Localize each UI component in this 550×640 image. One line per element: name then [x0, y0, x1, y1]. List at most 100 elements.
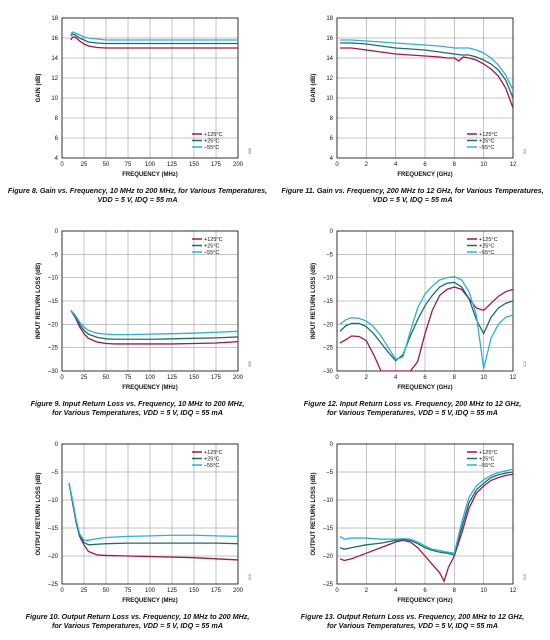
- caption-line-1: Figure 12. Input Return Loss vs. Frequen…: [303, 399, 522, 408]
- figure-caption: Figure 10. Output Return Loss vs. Freque…: [0, 612, 275, 630]
- fig11-chart: 0 2 4 6 8 10 12 4 6 8 10 12 14 16 18 FREQUENCY (GHz) GAI…: [311, 16, 527, 178]
- y-tick-label: 10: [51, 96, 58, 102]
- legend-label: +25°C: [204, 139, 220, 145]
- fig8-chart: 0 25 50 75 100 125 150 175 200 4 6 8 10 12 14 16 18 FREQU…: [36, 16, 252, 178]
- figure-caption: Figure 9. Input Return Loss vs. Frequenc…: [0, 399, 275, 417]
- y-tick-label: 4: [330, 156, 334, 162]
- y-tick-label: 0: [55, 442, 59, 448]
- x-tick-label: 4: [394, 375, 398, 381]
- y-axis-label: GAIN (dB): [311, 74, 317, 103]
- x-tick-label: 4: [394, 162, 398, 168]
- y-axis-label: INPUT RETURN LOSS (dB): [36, 263, 42, 339]
- y-tick-label: –15: [48, 299, 59, 305]
- y-axis-label: INPUT RETURN LOSS (dB): [311, 263, 317, 339]
- series-line-t125: [70, 309, 238, 345]
- x-tick-label: 6: [423, 162, 427, 168]
- x-tick-label: 125: [167, 162, 178, 168]
- grid-lines: [62, 231, 238, 371]
- figure-caption: Figure 11. Gain vs. Frequency, 200 MHz t…: [275, 186, 550, 204]
- legend-label: +25°C: [479, 244, 495, 250]
- y-tick-label: 16: [326, 36, 333, 42]
- plot-frame: [61, 443, 239, 585]
- series-line-t25: [339, 281, 513, 362]
- y-tick-label: –5: [326, 470, 333, 476]
- legend-label: +125°C: [479, 450, 498, 456]
- legend-label: +125°C: [479, 132, 498, 138]
- y-tick-label: 8: [330, 116, 334, 122]
- y-tick-label: 8: [55, 116, 59, 122]
- y-tick-label: 0: [55, 229, 59, 235]
- x-tick-label: 12: [510, 375, 517, 381]
- x-tick-label: 175: [211, 162, 222, 168]
- caption-line-2: for Various Temperatures, VDD = 5 V, IDQ…: [52, 408, 223, 417]
- caption-line-2: for Various Temperatures, VDD = 5 V, IDQ…: [327, 408, 498, 417]
- legend-label: –55°C: [204, 463, 219, 469]
- x-tick-label: 2: [365, 375, 369, 381]
- x-tick-label: 0: [335, 588, 339, 594]
- y-tick-label: –20: [323, 554, 334, 560]
- caption-line-2: VDD = 5 V, IDQ = 55 mA: [372, 195, 453, 204]
- plot-frame: [336, 443, 514, 585]
- fig9-chart: 0 25 50 75 100 125 150 175 200 0 –5 –10 –15 –20 –25 –30…: [36, 229, 252, 391]
- x-tick-label: 150: [189, 375, 200, 381]
- series-line-t25: [70, 309, 238, 340]
- plot-frame: [61, 17, 239, 159]
- series-line-tm55: [68, 483, 238, 541]
- y-tick-label: 0: [330, 442, 334, 448]
- grid-lines: [62, 18, 238, 158]
- y-axis-label: GAIN (dB): [36, 74, 42, 103]
- x-tick-label: 8: [453, 588, 457, 594]
- x-tick-label: 175: [211, 588, 222, 594]
- x-tick-label: 200: [233, 588, 244, 594]
- x-tick-label: 25: [81, 588, 88, 594]
- fig13-chart: 0 2 4 6 8 10 12 0 –5 –10 –15 –20 –25 FREQUENCY (GHz) O…: [311, 442, 527, 604]
- x-tick-label: 12: [510, 162, 517, 168]
- y-tick-label: –20: [48, 554, 59, 560]
- x-tick-label: 150: [189, 588, 200, 594]
- x-tick-label: 75: [125, 162, 132, 168]
- x-tick-label: 125: [167, 588, 178, 594]
- series-line-tm55: [70, 31, 238, 41]
- fig13-panel: 0 2 4 6 8 10 12 0 –5 –10 –15 –20 –25 FREQUENCY (GHz) O…: [275, 426, 550, 639]
- y-tick-label: –10: [48, 276, 59, 282]
- x-tick-label: 25: [81, 375, 88, 381]
- x-tick-label: 0: [60, 162, 64, 168]
- x-tick-label: 10: [480, 588, 487, 594]
- x-tick-label: 6: [423, 375, 427, 381]
- figure-number: 010: [248, 574, 252, 580]
- fig11-panel: 0 2 4 6 8 10 12 4 6 8 10 12 14 16 18 FREQUENCY (GHz) GAI…: [275, 0, 550, 213]
- figure-number: 008: [248, 148, 252, 154]
- x-axis-label: FREQUENCY (MHz): [122, 598, 178, 604]
- grid-lines: [337, 444, 513, 584]
- y-tick-label: –10: [323, 276, 334, 282]
- grid-lines: [337, 231, 513, 371]
- legend-label: –55°C: [479, 463, 494, 469]
- x-tick-label: 0: [335, 162, 339, 168]
- y-tick-label: –5: [326, 252, 333, 258]
- figure-number: 009: [248, 361, 252, 367]
- caption-line-1: Figure 8. Gain vs. Frequency, 10 MHz to …: [7, 186, 268, 195]
- fig10-chart: 0 25 50 75 100 125 150 175 200 0 –5 –10 –15 –20 –25 FRE…: [36, 442, 252, 604]
- fig9-panel: 0 25 50 75 100 125 150 175 200 0 –5 –10 –15 –20 –25 –30…: [0, 213, 275, 426]
- caption-line-2: for Various Temperatures, VDD = 5 V, IDQ…: [52, 621, 223, 630]
- y-tick-label: 10: [326, 96, 333, 102]
- y-tick-label: 18: [326, 16, 333, 22]
- x-tick-label: 8: [453, 375, 457, 381]
- legend-label: +25°C: [204, 244, 220, 250]
- series-line-tm55: [339, 39, 513, 91]
- legend-label: +125°C: [204, 237, 223, 243]
- legend-label: +125°C: [204, 132, 223, 138]
- y-tick-label: 0: [330, 229, 334, 235]
- y-tick-label: 6: [330, 136, 334, 142]
- series-line-tm55: [339, 468, 513, 554]
- plot-frame: [61, 230, 239, 372]
- figure-caption: Figure 8. Gain vs. Frequency, 10 MHz to …: [0, 186, 275, 204]
- y-tick-label: 18: [51, 16, 58, 22]
- x-tick-label: 2: [365, 162, 369, 168]
- legend-label: –55°C: [204, 145, 219, 151]
- y-tick-label: –15: [323, 299, 334, 305]
- x-tick-label: 200: [233, 375, 244, 381]
- x-tick-label: 100: [145, 162, 156, 168]
- x-tick-label: 0: [60, 375, 64, 381]
- fig8-panel: 0 25 50 75 100 125 150 175 200 4 6 8 10 12 14 16 18 FREQU…: [0, 0, 275, 213]
